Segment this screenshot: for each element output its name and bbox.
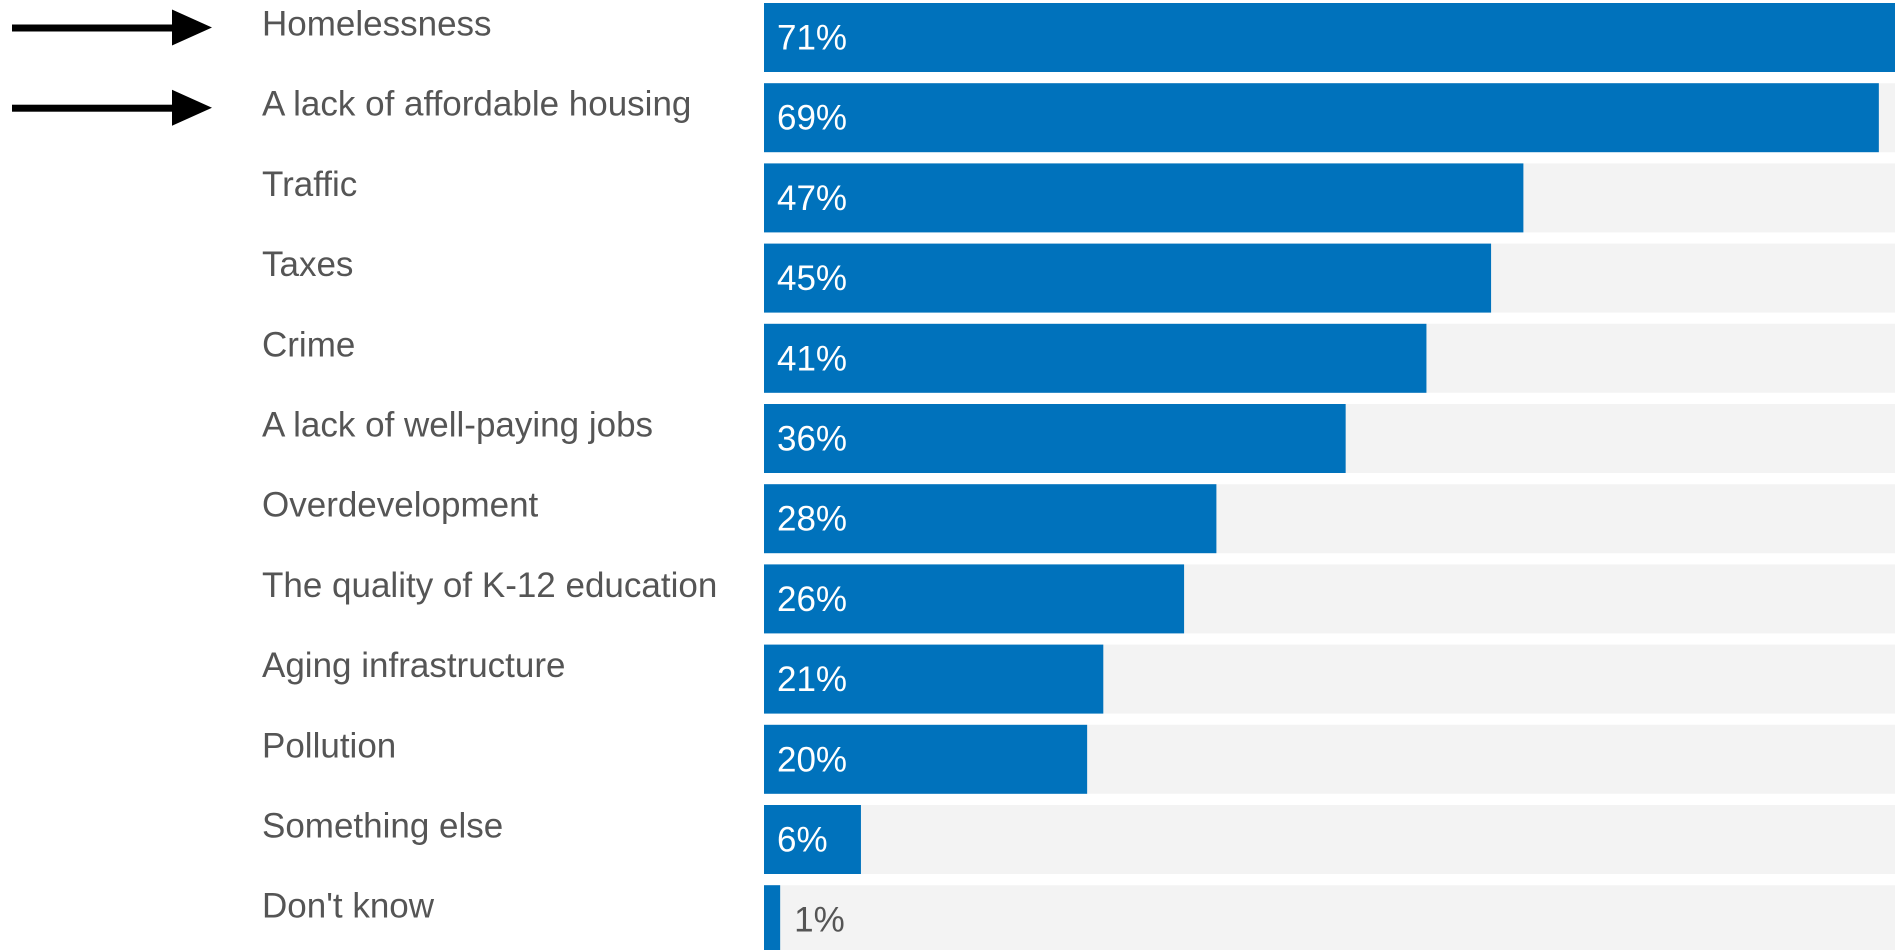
- bar-aging-infrastructure: [764, 644, 1104, 714]
- value-label-pollution: 20%: [777, 740, 847, 779]
- category-label-something-else: Something else: [262, 807, 503, 846]
- bar-track-something-else: [764, 805, 1895, 874]
- category-label-pollution: Pollution: [262, 726, 396, 765]
- right-arrow-icon: [12, 89, 212, 126]
- bar-don-t-know: [764, 885, 781, 950]
- value-label-a-lack-of-affordable-housing: 69%: [777, 99, 847, 138]
- value-label-the-quality-of-k-12-education: 26%: [777, 580, 847, 619]
- value-labels: 71% 69% 47% 45% 41% 36% 28% 26% 21% 20% 6% 1%: [777, 19, 847, 940]
- bar-pollution: [764, 724, 1088, 794]
- right-arrow-icon: [12, 9, 212, 46]
- category-label-a-lack-of-well-paying-jobs: A lack of well-paying jobs: [262, 406, 653, 445]
- category-label-aging-infrastructure: Aging infrastructure: [262, 646, 565, 685]
- category-label-don-t-know: Don't know: [262, 887, 435, 926]
- category-label-homelessness: Homelessness: [262, 5, 492, 44]
- bar-taxes: [764, 243, 1492, 313]
- category-label-a-lack-of-affordable-housing: A lack of affordable housing: [262, 85, 691, 124]
- value-label-traffic: 47%: [777, 179, 847, 218]
- value-label-aging-infrastructure: 21%: [777, 660, 847, 699]
- bar-crime: [764, 323, 1427, 393]
- bar-the-quality-of-k-12-education: [764, 564, 1185, 634]
- value-label-a-lack-of-well-paying-jobs: 36%: [777, 420, 847, 459]
- bar-something-else: [764, 805, 861, 874]
- category-label-overdevelopment: Overdevelopment: [262, 486, 539, 525]
- category-labels: Homelessness A lack of affordable housing…: [262, 5, 717, 926]
- value-label-overdevelopment: 28%: [777, 500, 847, 539]
- value-label-something-else: 6%: [777, 821, 828, 860]
- bar-a-lack-of-well-paying-jobs: [764, 404, 1346, 473]
- category-label-the-quality-of-k-12-education: The quality of K-12 education: [262, 566, 717, 605]
- value-label-homelessness: 71%: [777, 19, 847, 58]
- bars: [764, 3, 1895, 950]
- category-label-taxes: Taxes: [262, 245, 353, 284]
- value-label-crime: 41%: [777, 339, 847, 378]
- bar-overdevelopment: [764, 484, 1217, 554]
- bar-homelessness: [764, 3, 1895, 72]
- bar-track-don-t-know: [764, 885, 1895, 950]
- category-label-crime: Crime: [262, 325, 355, 364]
- value-label-don-t-know: 1%: [794, 901, 845, 940]
- bar-traffic: [764, 163, 1524, 233]
- value-label-taxes: 45%: [777, 259, 847, 298]
- category-label-traffic: Traffic: [262, 165, 357, 204]
- highlight-arrows: [12, 9, 212, 126]
- bar-a-lack-of-affordable-housing: [764, 83, 1879, 153]
